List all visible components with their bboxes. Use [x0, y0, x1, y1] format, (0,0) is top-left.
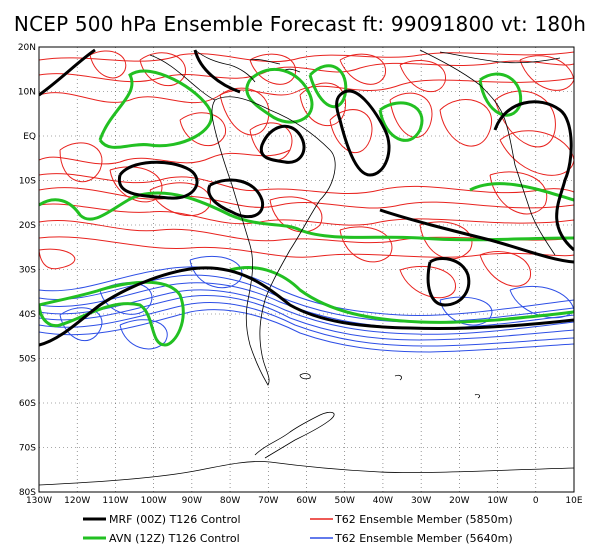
lon-tick-label: 80W	[220, 496, 240, 506]
longitude-tick-labels: 130W 120W 110W 100W 90W 80W 70W 60W 50W 40W 30W 20W…	[26, 496, 583, 506]
lon-tick-label: 120W	[64, 496, 90, 506]
legend-item-mrf: MRF (00Z) T126 Control	[83, 513, 241, 526]
legend-item-blue-ensemble: T62 Ensemble Member (5640m)	[310, 532, 513, 545]
legend: MRF (00Z) T126 Control T62 Ensemble Memb…	[83, 513, 513, 545]
lat-tick-label: 40S	[19, 310, 36, 320]
coastlines	[39, 49, 574, 486]
lon-tick-label: 50W	[335, 496, 355, 506]
lon-tick-label: 130W	[26, 496, 52, 506]
mrf-control-contours	[39, 48, 574, 347]
legend-item-red-ensemble: T62 Ensemble Member (5850m)	[310, 513, 513, 526]
legend-item-avn: AVN (12Z) T126 Control	[83, 532, 240, 545]
lon-tick-label: 40W	[373, 496, 393, 506]
legend-label-red-ensemble: T62 Ensemble Member (5850m)	[334, 513, 513, 526]
lon-tick-label: 60W	[296, 496, 316, 506]
lat-tick-label: 50S	[19, 355, 36, 365]
lat-tick-label: 10N	[18, 88, 36, 98]
lat-tick-label: 80S	[19, 488, 36, 498]
forecast-title: NCEP 500 hPa Ensemble Forecast ft: 99091…	[13, 12, 587, 36]
lon-tick-label: 30W	[411, 496, 431, 506]
lat-tick-label: EQ	[23, 132, 36, 142]
legend-label-blue-ensemble: T62 Ensemble Member (5640m)	[334, 532, 513, 545]
lon-tick-label: 70W	[258, 496, 278, 506]
legend-label-avn: AVN (12Z) T126 Control	[109, 532, 240, 545]
lon-tick-label: 10W	[487, 496, 507, 506]
lon-tick-label: 90W	[182, 496, 202, 506]
latitude-tick-labels: 20N 10N EQ 10S 20S 30S 40S 50S 60S 70S 80S	[18, 43, 36, 498]
lon-tick-label: 100W	[141, 496, 167, 506]
plot-frame	[38, 46, 575, 493]
lon-tick-label: 0	[533, 496, 539, 506]
lat-tick-label: 30S	[19, 266, 36, 276]
lon-tick-label: 10E	[565, 496, 582, 506]
lat-tick-label: 20S	[19, 221, 36, 231]
lat-tick-label: 60S	[19, 399, 36, 409]
lat-tick-label: 10S	[19, 177, 36, 187]
legend-label-mrf: MRF (00Z) T126 Control	[109, 513, 241, 526]
lon-tick-label: 20W	[449, 496, 469, 506]
lon-tick-label: 110W	[102, 496, 128, 506]
lat-tick-label: 20N	[18, 43, 36, 53]
lat-tick-label: 70S	[19, 444, 36, 454]
